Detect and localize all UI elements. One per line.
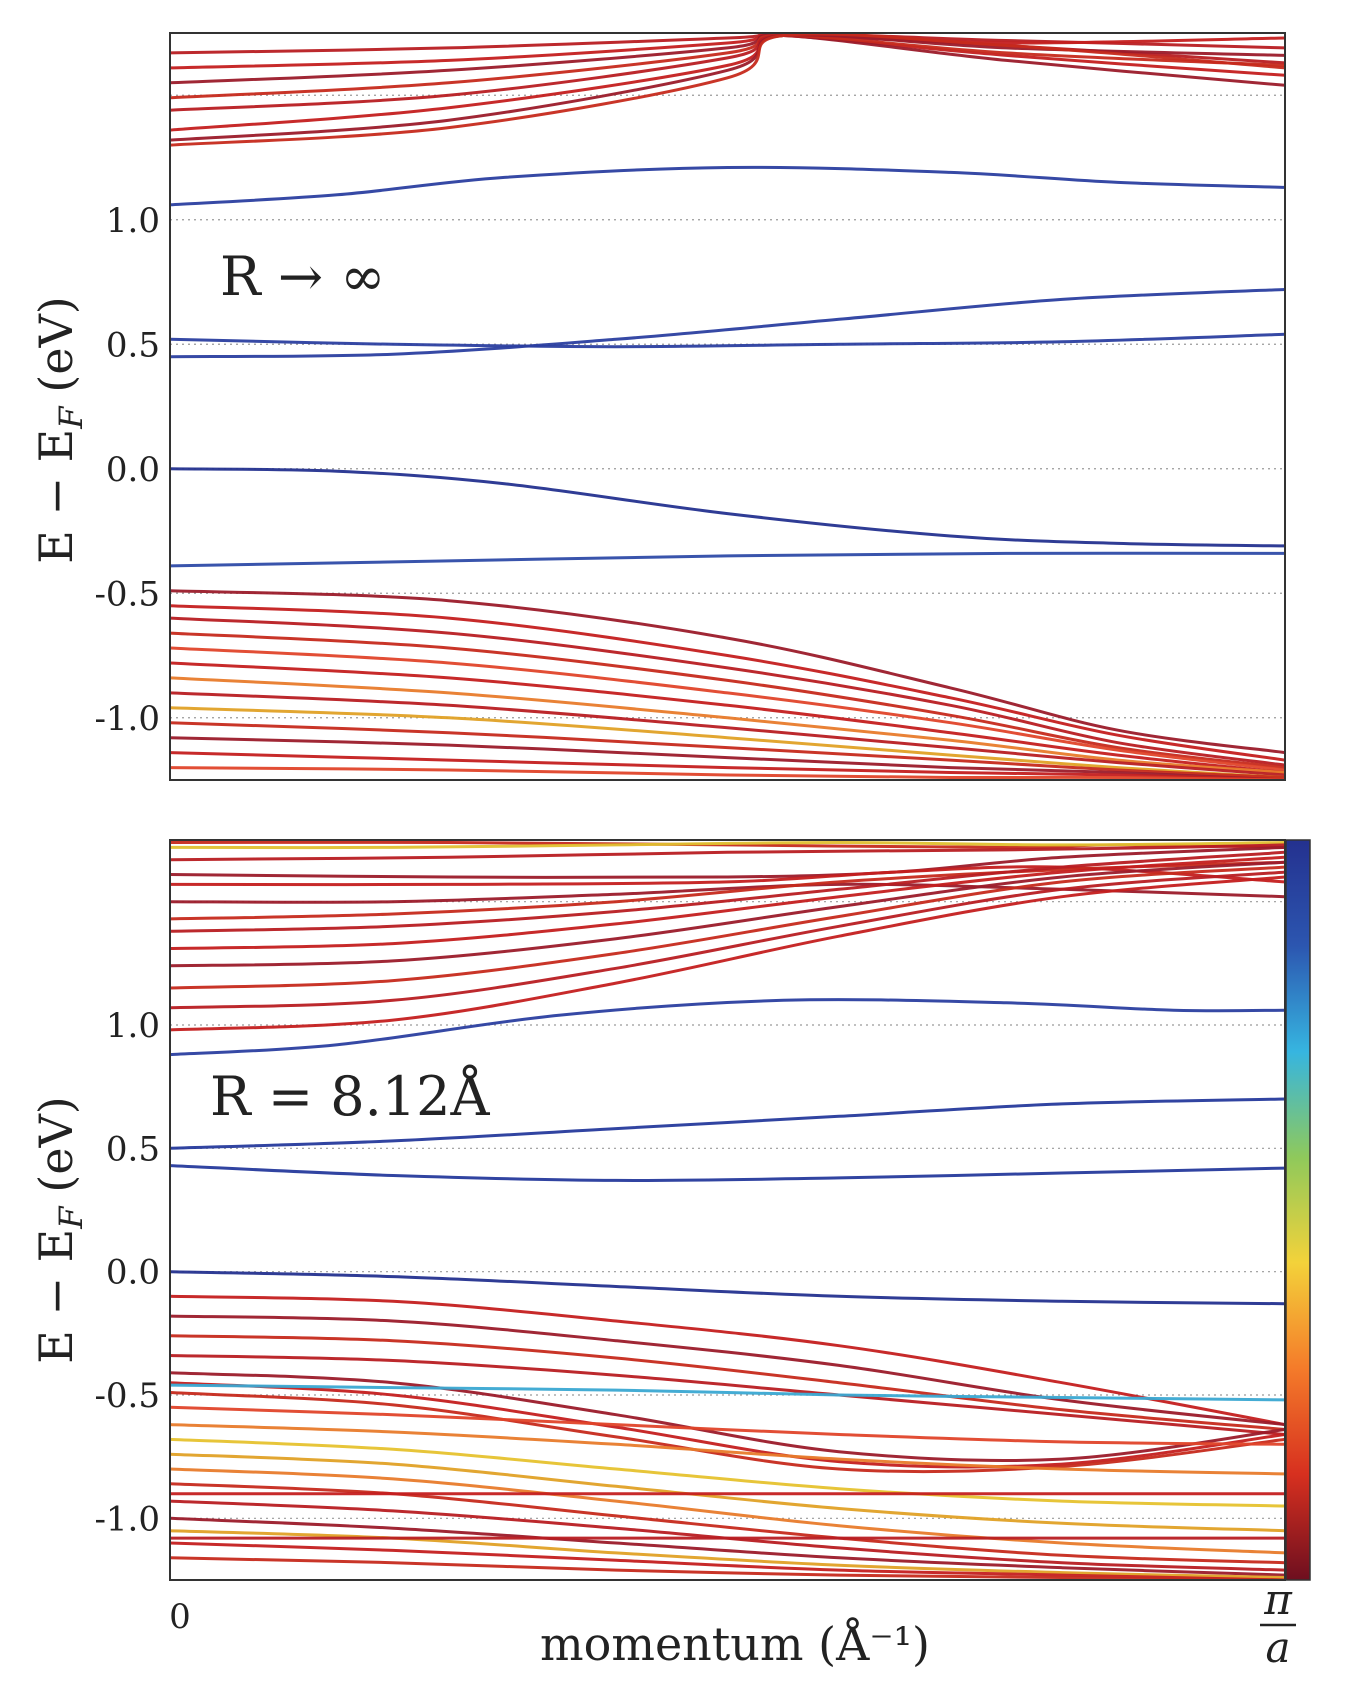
bottom-y-axis-label: E − EF (eV)	[29, 1096, 90, 1364]
top-y-label-unit: (eV)	[29, 296, 83, 392]
band-line	[170, 467, 1285, 548]
bottom-annotation: R = 8.12Å	[210, 1063, 490, 1128]
band-line	[170, 661, 1285, 774]
band-line	[170, 865, 1285, 990]
bottom-gridlines	[170, 901, 1285, 1519]
colorbar	[1285, 839, 1311, 1581]
band-line	[170, 1482, 1285, 1565]
y-tick-label: 1.0	[106, 1006, 160, 1046]
band-line	[170, 1541, 1285, 1580]
x-tick-zero: 0	[169, 1597, 191, 1637]
bottom-y-label-sub: F	[52, 1205, 90, 1230]
band-line	[170, 1423, 1285, 1476]
band-line	[170, 870, 1285, 1010]
band-line	[170, 875, 1285, 1032]
bottom-y-label-main: E − E	[29, 1229, 83, 1364]
y-tick-label: 0.5	[106, 325, 160, 365]
band-line	[170, 1556, 1285, 1580]
band-line	[170, 616, 1285, 767]
bottom-y-tick-labels: -1.0 -0.5 0.0 0.5 1.0	[94, 1006, 160, 1539]
y-tick-label: -1.0	[94, 1499, 160, 1539]
top-band-lines	[170, 33, 1285, 780]
band-line	[170, 1354, 1285, 1436]
top-annotation: R → ∞	[220, 245, 385, 308]
band-line	[170, 845, 1285, 879]
band-line	[170, 1270, 1285, 1306]
y-tick-label: 0.0	[106, 450, 160, 490]
band-line	[170, 998, 1285, 1057]
band-line	[170, 1516, 1285, 1577]
band-line	[170, 721, 1285, 779]
band-line	[170, 751, 1285, 780]
band-line	[170, 850, 1285, 933]
band-line	[170, 840, 1285, 850]
band-line	[170, 882, 1285, 904]
top-y-axis-label: E − EF (eV)	[29, 296, 90, 564]
band-line	[170, 646, 1285, 772]
band-line	[170, 288, 1285, 359]
band-line	[170, 604, 1285, 762]
y-tick-label: -0.5	[94, 574, 160, 614]
x-tick-pi: π	[1263, 1575, 1293, 1624]
top-panel: -1.0 -0.5 0.0 0.5 1.0 R → ∞ E − EF (eV)	[29, 32, 1286, 781]
y-tick-label: 0.0	[106, 1253, 160, 1293]
band-line	[170, 1452, 1285, 1533]
band-line	[170, 691, 1285, 777]
top-y-label-main: E − E	[29, 429, 83, 564]
band-line	[170, 736, 1285, 780]
band-line	[170, 766, 1285, 780]
y-tick-label: -1.0	[94, 699, 160, 739]
top-y-tick-labels: -1.0 -0.5 0.0 0.5 1.0	[94, 201, 160, 739]
band-line	[170, 843, 1285, 862]
y-tick-label: 0.5	[106, 1129, 160, 1169]
band-line	[170, 631, 1285, 770]
band-line	[170, 1381, 1285, 1469]
x-axis-label: momentum (Å⁻¹)	[540, 1616, 930, 1671]
top-plot-frame	[169, 32, 1286, 781]
band-line	[170, 1294, 1285, 1427]
y-tick-label: -0.5	[94, 1376, 160, 1416]
band-line	[170, 1405, 1285, 1446]
y-tick-label: 1.0	[106, 201, 160, 241]
band-line	[170, 332, 1285, 349]
band-line	[170, 860, 1285, 968]
band-line	[170, 1097, 1285, 1150]
band-line	[170, 1164, 1285, 1182]
band-line	[170, 855, 1285, 950]
band-line	[170, 1467, 1285, 1555]
band-line	[170, 706, 1285, 779]
band-line	[170, 33, 1285, 147]
bottom-band-lines	[170, 840, 1285, 1580]
bottom-panel: -1.0 -0.5 0.0 0.5 1.0 R = 8.12Å E − EF (eV) 0…	[29, 839, 1311, 1672]
band-line	[170, 1314, 1285, 1427]
bottom-plot-frame	[169, 839, 1286, 1581]
band-line	[170, 1371, 1285, 1463]
bottom-y-label-unit: (eV)	[29, 1096, 83, 1192]
band-line	[170, 589, 1285, 755]
band-line	[170, 1334, 1285, 1431]
band-line	[170, 676, 1285, 774]
band-line	[170, 33, 1285, 112]
band-line	[170, 1437, 1285, 1508]
band-line	[170, 1391, 1285, 1474]
x-tick-a: a	[1265, 1623, 1290, 1672]
band-line	[170, 1383, 1285, 1402]
band-line	[170, 551, 1285, 568]
band-line	[170, 165, 1285, 207]
top-y-label-sub: F	[52, 405, 90, 430]
